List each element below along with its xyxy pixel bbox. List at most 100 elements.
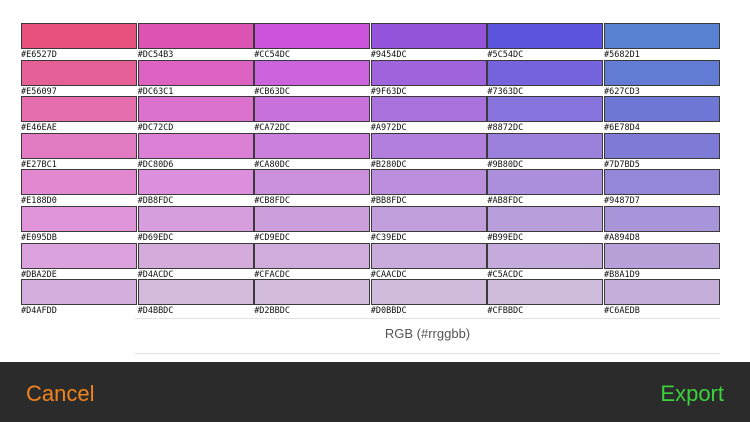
color-cell[interactable]: #D4ACDC — [137, 242, 254, 280]
color-cell[interactable]: #C39EDC — [370, 206, 487, 243]
color-swatch[interactable] — [487, 242, 604, 269]
color-swatch[interactable] — [254, 59, 371, 86]
color-swatch[interactable] — [487, 23, 604, 49]
color-cell[interactable]: #CFACDC — [254, 242, 371, 280]
color-cell[interactable]: #CFBBDC — [487, 279, 604, 316]
color-cell[interactable]: #CC54DC — [254, 23, 371, 60]
color-cell[interactable]: #DC80D6 — [137, 132, 254, 170]
color-cell[interactable]: #5C54DC — [487, 23, 604, 60]
color-swatch[interactable] — [137, 132, 254, 159]
color-swatch[interactable] — [604, 132, 720, 159]
color-swatch[interactable] — [370, 96, 487, 123]
color-swatch[interactable] — [254, 279, 371, 306]
color-swatch[interactable] — [21, 23, 137, 49]
color-cell[interactable]: #7363DC — [487, 59, 604, 97]
color-swatch[interactable] — [487, 96, 604, 123]
color-swatch[interactable] — [137, 96, 254, 123]
color-cell[interactable]: #CA72DC — [254, 96, 371, 133]
color-cell[interactable]: #E46EAE — [21, 96, 137, 133]
color-swatch[interactable] — [604, 206, 720, 232]
color-swatch[interactable] — [487, 169, 604, 196]
color-swatch[interactable] — [487, 206, 604, 232]
color-swatch[interactable] — [370, 169, 487, 196]
color-swatch[interactable] — [21, 59, 137, 86]
color-swatch[interactable] — [137, 206, 254, 232]
color-swatch[interactable] — [21, 132, 137, 159]
color-cell[interactable]: #DB8FDC — [137, 169, 254, 206]
color-swatch[interactable] — [137, 279, 254, 306]
color-swatch[interactable] — [254, 96, 371, 123]
color-cell[interactable]: #9B80DC — [487, 132, 604, 170]
color-swatch[interactable] — [21, 169, 137, 196]
color-cell[interactable]: #B99EDC — [487, 206, 604, 243]
color-swatch[interactable] — [21, 206, 137, 232]
color-cell[interactable]: #E56097 — [21, 59, 137, 97]
color-swatch[interactable] — [370, 279, 487, 306]
color-cell[interactable]: #CA80DC — [254, 132, 371, 170]
color-hex-label: #6E78D4 — [604, 123, 640, 134]
color-swatch[interactable] — [370, 59, 487, 86]
color-swatch[interactable] — [21, 242, 137, 269]
color-cell[interactable]: #CD9EDC — [254, 206, 371, 243]
color-swatch[interactable] — [21, 96, 137, 123]
color-cell[interactable]: #627CD3 — [604, 59, 720, 97]
color-cell[interactable]: #C5ACDC — [487, 242, 604, 280]
color-cell[interactable]: #AB8FDC — [487, 169, 604, 206]
color-cell[interactable]: #D69EDC — [137, 206, 254, 243]
color-cell[interactable]: #9454DC — [370, 23, 487, 60]
color-cell[interactable]: #BB8FDC — [370, 169, 487, 206]
color-cell[interactable]: #D0BBDC — [370, 279, 487, 316]
color-cell[interactable]: #5682D1 — [604, 23, 720, 60]
color-swatch[interactable] — [604, 96, 720, 123]
color-swatch[interactable] — [370, 132, 487, 159]
color-cell[interactable]: #D2BBDC — [254, 279, 371, 316]
color-swatch[interactable] — [487, 59, 604, 86]
color-cell[interactable]: #7D7BD5 — [604, 132, 720, 170]
color-cell[interactable]: #DC72CD — [137, 96, 254, 133]
color-swatch[interactable] — [604, 169, 720, 196]
color-cell[interactable]: #E27BC1 — [21, 132, 137, 170]
color-cell[interactable]: #D4AFDD — [21, 279, 137, 316]
color-cell[interactable]: #CAACDC — [370, 242, 487, 280]
color-swatch[interactable] — [254, 206, 371, 232]
color-cell[interactable]: #9F63DC — [370, 59, 487, 97]
color-swatch[interactable] — [254, 132, 371, 159]
color-cell[interactable]: #B280DC — [370, 132, 487, 170]
color-swatch[interactable] — [254, 23, 371, 49]
color-cell[interactable]: #8872DC — [487, 96, 604, 133]
color-swatch[interactable] — [137, 23, 254, 49]
color-swatch[interactable] — [254, 169, 371, 196]
color-cell[interactable]: #DC63C1 — [137, 59, 254, 97]
color-cell[interactable]: #D4BBDC — [137, 279, 254, 316]
cancel-button[interactable]: Cancel — [26, 381, 95, 406]
color-swatch[interactable] — [604, 23, 720, 49]
color-cell[interactable]: #CB8FDC — [254, 169, 371, 206]
color-cell[interactable]: #DC54B3 — [137, 23, 254, 60]
color-hex-label: #5682D1 — [604, 50, 640, 60]
color-swatch[interactable] — [370, 242, 487, 269]
color-swatch[interactable] — [604, 59, 720, 86]
color-cell[interactable]: #E095DB — [21, 206, 137, 243]
color-swatch[interactable] — [604, 279, 720, 306]
color-cell[interactable]: #9487D7 — [604, 169, 720, 206]
color-cell[interactable]: #CB63DC — [254, 59, 371, 97]
color-swatch[interactable] — [487, 132, 604, 159]
color-swatch[interactable] — [21, 279, 137, 306]
color-cell[interactable]: #A894D8 — [604, 206, 720, 243]
color-swatch[interactable] — [370, 206, 487, 232]
color-cell[interactable]: #C6AEDB — [604, 279, 720, 316]
color-cell[interactable]: #E188D0 — [21, 169, 137, 206]
color-cell[interactable]: #A972DC — [370, 96, 487, 133]
color-cell[interactable]: #B8A1D9 — [604, 242, 720, 280]
color-swatch[interactable] — [487, 279, 604, 306]
color-cell[interactable]: #E6527D — [21, 23, 137, 60]
color-swatch[interactable] — [370, 23, 487, 49]
color-swatch[interactable] — [137, 242, 254, 269]
color-cell[interactable]: #6E78D4 — [604, 96, 720, 134]
color-cell[interactable]: #DBA2DE — [21, 242, 137, 280]
export-button[interactable]: Export — [660, 381, 724, 406]
color-swatch[interactable] — [254, 242, 371, 269]
color-swatch[interactable] — [604, 242, 720, 269]
color-swatch[interactable] — [137, 59, 254, 86]
color-swatch[interactable] — [137, 169, 254, 196]
